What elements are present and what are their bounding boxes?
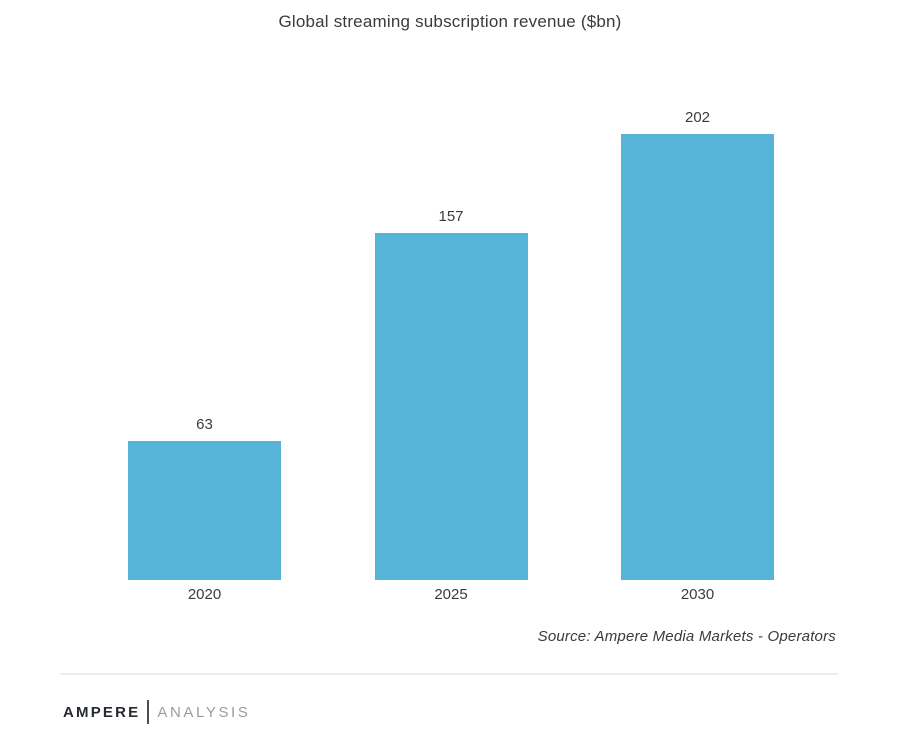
bar-group-2025: 157 2025 (374, 104, 528, 603)
x-axis-label-2025: 2025 (434, 586, 468, 603)
bar-value-label: 157 (438, 208, 464, 225)
bar-group-2020: 63 2020 (128, 104, 281, 603)
source-note: Source: Ampere Media Markets - Operators (537, 628, 836, 645)
logo-ampere-text: AMPERE (63, 703, 141, 721)
footer-divider (60, 673, 838, 675)
bar-group-2030: 202 2030 (621, 104, 774, 603)
bar-2020 (128, 441, 281, 580)
bar-plot-area: 63 2020 157 2025 202 2030 (128, 104, 774, 603)
bar-2025 (374, 233, 528, 580)
logo-analysis-text: ANALYSIS (157, 703, 251, 721)
chart-title: Global streaming subscription revenue ($… (278, 12, 622, 31)
ampere-analysis-logo: AMPERE ANALYSIS (63, 700, 250, 724)
bar-2030 (621, 134, 774, 580)
x-axis-label-2030: 2030 (680, 586, 715, 603)
x-axis-label-2020: 2020 (187, 586, 222, 603)
bar-value-label: 63 (196, 416, 213, 433)
bar-value-label: 202 (684, 109, 711, 126)
logo-divider-bar (147, 700, 150, 724)
